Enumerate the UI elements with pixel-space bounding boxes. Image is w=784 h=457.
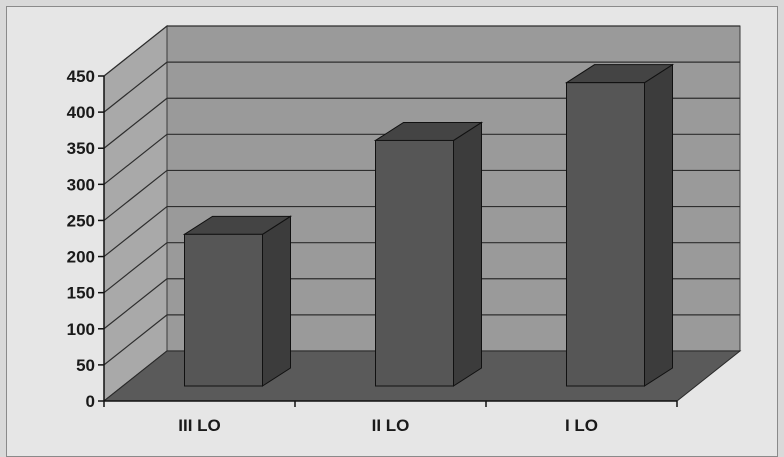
y-tick-label: 350 — [67, 139, 95, 158]
y-tick-label: 100 — [67, 320, 95, 339]
bar-side — [453, 121, 482, 387]
y-tick-label: 250 — [67, 211, 95, 230]
bar — [564, 63, 675, 387]
gridline — [103, 314, 740, 366]
y-tick-label: 0 — [86, 392, 95, 411]
axes — [103, 76, 678, 407]
bar-front — [375, 139, 454, 387]
y-tick-label: 450 — [67, 67, 95, 86]
y-tick-label: 400 — [67, 103, 95, 122]
x-axis-labels: III LO II LO I LO — [178, 416, 598, 435]
bars — [182, 63, 675, 387]
gridline — [103, 205, 740, 258]
x-tick-label: III LO — [178, 416, 221, 435]
gridline — [103, 97, 740, 149]
y-tick-label: 50 — [76, 356, 95, 375]
y-axis-ticks: 0 50 100 150 200 250 300 350 400 450 — [67, 67, 104, 411]
bar-front — [184, 233, 263, 387]
gridline — [103, 242, 740, 294]
x-tick-label: I LO — [565, 416, 598, 435]
gridline — [103, 133, 740, 185]
gridline — [103, 169, 740, 221]
bar-front — [566, 82, 645, 387]
y-tick-label: 150 — [67, 284, 95, 303]
x-tick-label: II LO — [372, 416, 410, 435]
bar — [373, 121, 484, 387]
bar — [182, 215, 293, 387]
y-tick-label: 200 — [67, 248, 95, 267]
gridline — [103, 278, 740, 330]
bar-side — [262, 215, 291, 387]
gridline — [103, 25, 740, 77]
y-tick-label: 300 — [67, 175, 95, 194]
gridline — [103, 61, 740, 113]
bar-side — [644, 63, 673, 387]
